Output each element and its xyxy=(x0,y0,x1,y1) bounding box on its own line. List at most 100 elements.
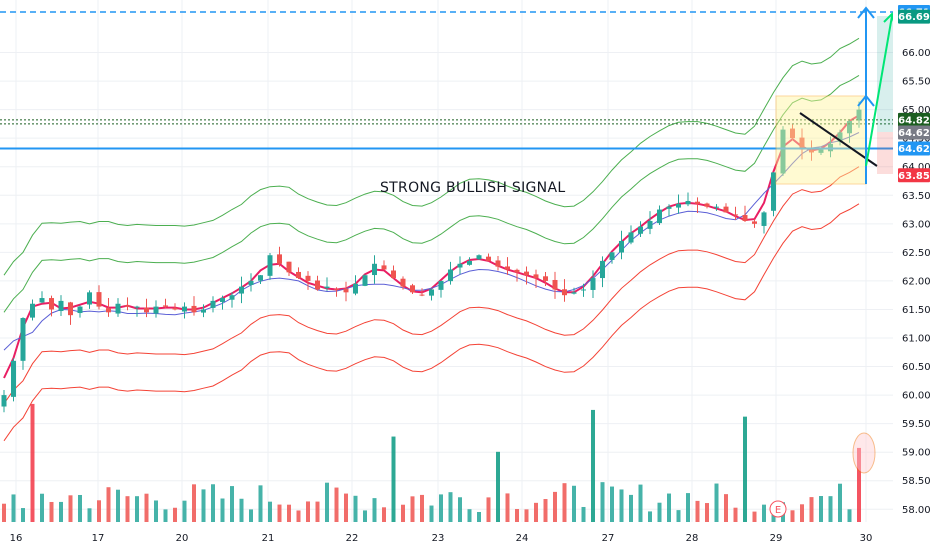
volume-bar xyxy=(391,436,396,522)
volume-bar xyxy=(211,484,215,522)
candle-body xyxy=(514,269,520,273)
candle-body xyxy=(600,260,605,279)
volume-bar xyxy=(790,510,795,522)
volume-bar xyxy=(515,509,519,522)
x-tick-label: 21 xyxy=(262,533,275,544)
volume-bar xyxy=(496,451,500,522)
time-axis[interactable]: 16 17 20 21 22 23 24 27 28 29 30 xyxy=(10,533,873,544)
candle-body xyxy=(362,275,368,286)
grid-lines xyxy=(0,0,893,522)
price-badge-label: 63.85 xyxy=(898,171,930,182)
candle-body xyxy=(229,295,235,300)
candle-body xyxy=(761,212,767,226)
volume-bar xyxy=(648,511,652,522)
volume-bar xyxy=(68,495,73,522)
volume-bar xyxy=(135,496,139,522)
candle-body xyxy=(239,286,244,294)
volume-bar xyxy=(600,482,605,522)
candle-body xyxy=(334,288,339,290)
volume-bar xyxy=(505,493,510,522)
x-tick-label: 28 xyxy=(686,533,699,544)
volume-bar xyxy=(828,496,833,522)
arrow-large-head xyxy=(857,6,875,19)
upper-band-inner xyxy=(3,74,860,313)
y-tick-label: 60.50 xyxy=(902,362,931,373)
x-tick-label: 24 xyxy=(516,533,529,544)
candle-body xyxy=(780,129,786,174)
volume-bar xyxy=(78,494,82,522)
x-tick-label: 22 xyxy=(346,533,359,544)
candle-body xyxy=(49,298,54,310)
candle-body xyxy=(590,278,596,290)
position-target-zone xyxy=(877,16,893,132)
candle-body xyxy=(77,306,83,314)
volume-bar xyxy=(87,508,92,522)
x-tick-label: 17 xyxy=(92,533,105,544)
x-tick-label: 16 xyxy=(10,533,23,544)
candle-body xyxy=(163,305,168,307)
candle-body xyxy=(685,200,691,205)
volume-bar xyxy=(676,510,681,522)
candle-body xyxy=(191,305,197,313)
price-axis[interactable]: 66.0065.5065.0064.5064.0063.5063.0062.50… xyxy=(893,0,932,550)
volume-bar xyxy=(11,494,16,522)
candle-body xyxy=(657,209,662,224)
volume-bar xyxy=(486,497,491,522)
price-axis-bg xyxy=(893,0,932,550)
volume-bar xyxy=(591,409,595,522)
candle-body xyxy=(134,306,140,308)
volume-bar xyxy=(524,509,529,522)
volume-bar xyxy=(306,501,310,522)
volume-bar xyxy=(353,495,358,522)
volume-bar xyxy=(553,491,557,522)
candle-body xyxy=(353,283,358,294)
candle-body xyxy=(144,307,149,313)
candle-body xyxy=(571,292,577,294)
candle-body xyxy=(1,395,7,407)
y-tick-label: 61.00 xyxy=(902,334,931,345)
price-badge xyxy=(898,9,930,24)
volume-bar xyxy=(657,502,662,522)
volume-bar xyxy=(724,494,728,522)
candle-body xyxy=(847,121,852,134)
price-badge-label: 66.69 xyxy=(898,12,930,23)
candle-body xyxy=(486,256,491,261)
candle-body xyxy=(837,132,843,142)
candle-body xyxy=(106,308,111,313)
y-tick-label: 58.00 xyxy=(902,505,931,516)
candle-body xyxy=(856,109,862,121)
candle-body xyxy=(153,306,159,314)
candle-body xyxy=(476,255,482,260)
y-tick-label: 62.00 xyxy=(902,276,931,287)
y-tick-label: 63.50 xyxy=(902,191,931,202)
candle-body xyxy=(704,203,710,207)
volume-bar xyxy=(439,494,443,522)
price-badge-label: 64.62 xyxy=(898,128,930,139)
x-tick-label: 27 xyxy=(602,533,615,544)
volume-bar xyxy=(296,510,301,522)
candle-body xyxy=(277,254,282,264)
flag-trend-line xyxy=(799,112,878,167)
volume-bar xyxy=(287,504,291,522)
candle-body xyxy=(809,150,814,153)
volume-bar xyxy=(629,494,633,522)
candle-body xyxy=(714,206,719,208)
volume-bar xyxy=(277,504,282,522)
price-badge xyxy=(898,141,930,156)
volume-bar xyxy=(344,493,348,522)
candle-body xyxy=(543,276,548,281)
volume-bar xyxy=(201,489,206,522)
candle-body xyxy=(742,215,748,221)
volume-bar xyxy=(762,504,766,522)
volume-bar xyxy=(239,498,244,522)
volume-bar xyxy=(258,485,263,522)
volume-bar xyxy=(334,487,339,522)
candle-body xyxy=(790,128,795,139)
candle-body xyxy=(115,303,121,314)
drawings[interactable] xyxy=(0,6,896,474)
x-tick-label: 20 xyxy=(176,533,189,544)
earnings-marker xyxy=(769,500,787,518)
